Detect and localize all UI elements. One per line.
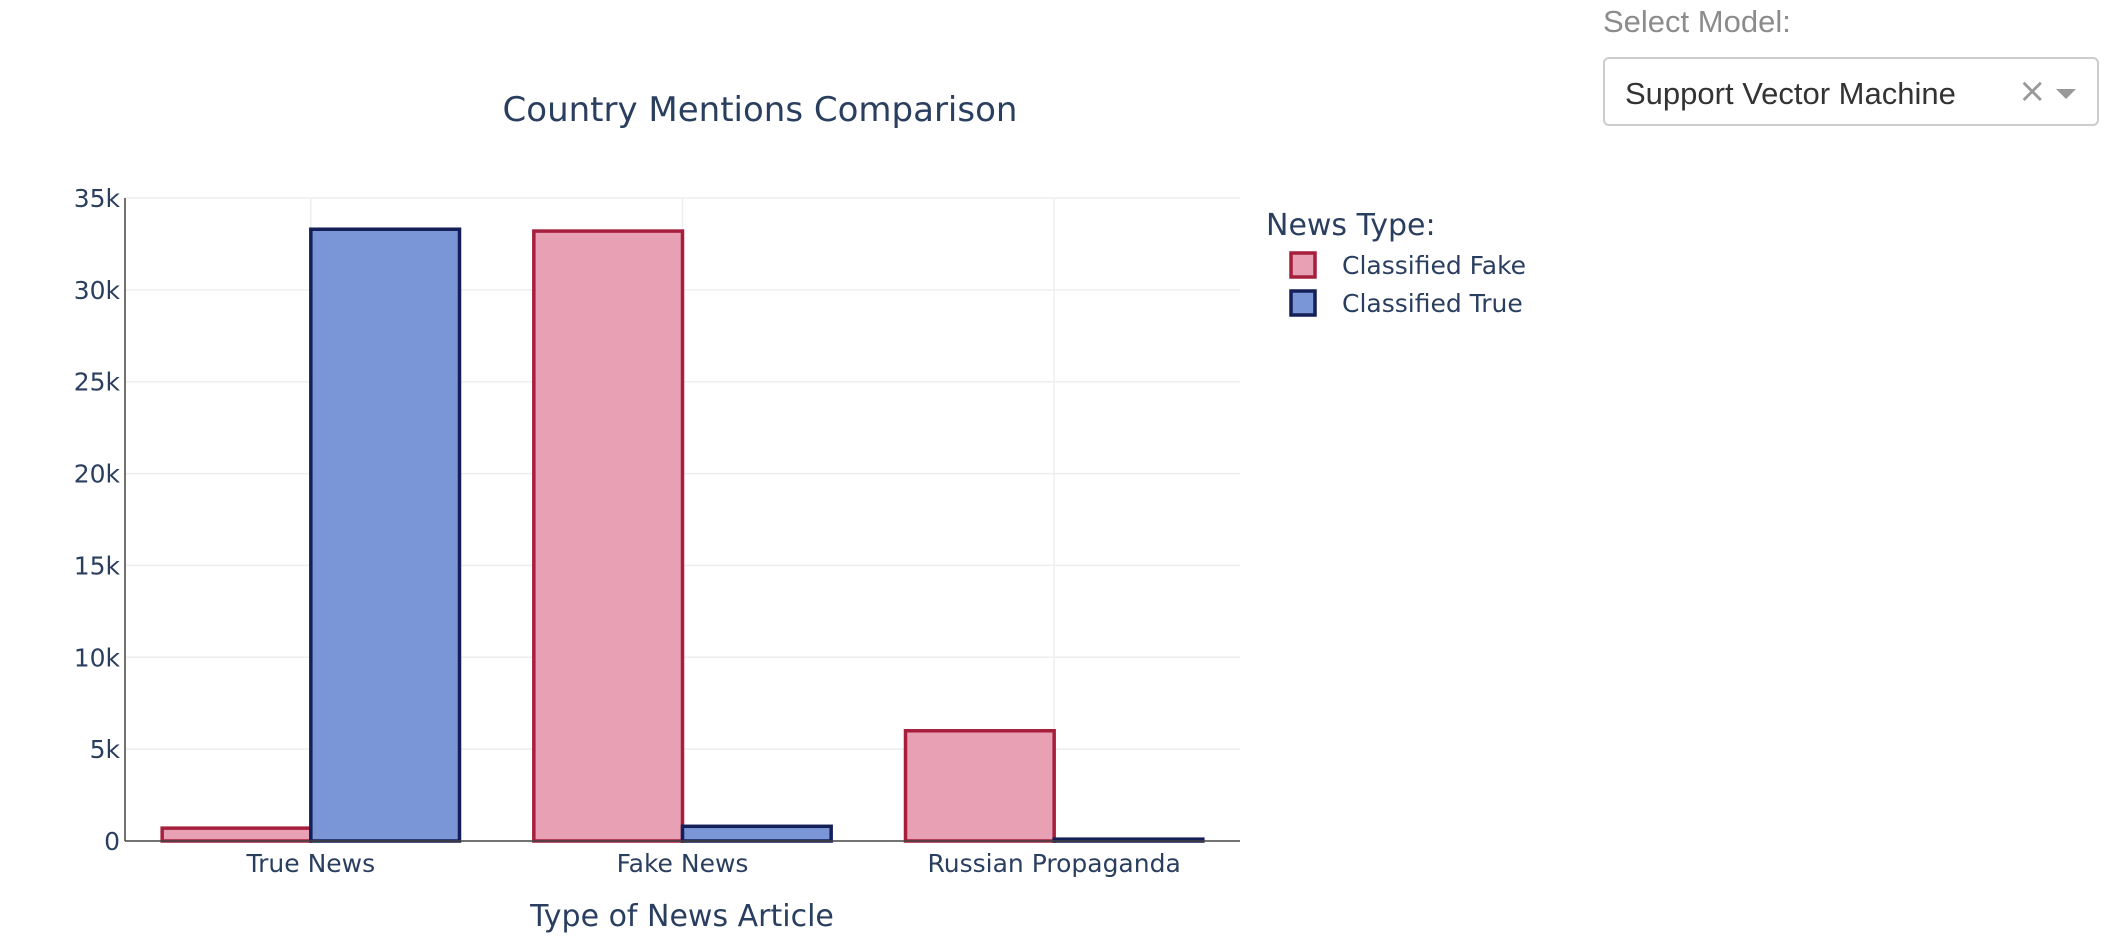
axes bbox=[124, 198, 1240, 842]
legend-label[interactable]: Classified Fake bbox=[1342, 251, 1526, 280]
model-dropdown[interactable]: Support Vector Machine × bbox=[1603, 57, 2099, 126]
y-tick-label: 0 bbox=[104, 827, 120, 856]
close-icon[interactable]: × bbox=[2018, 71, 2047, 111]
bars bbox=[160, 227, 1205, 843]
y-tick-label: 5k bbox=[90, 735, 121, 764]
legend-swatch-classified-fake[interactable] bbox=[1289, 251, 1317, 279]
y-tick-label: 25k bbox=[74, 368, 121, 397]
bar-classified-fake-0[interactable] bbox=[160, 826, 313, 843]
y-tick-label: 20k bbox=[74, 460, 121, 489]
legend-title: News Type: bbox=[1266, 208, 1436, 243]
select-model-label: Select Model: bbox=[1603, 4, 1791, 39]
x-tick-label: Fake News bbox=[617, 849, 749, 878]
model-dropdown-value: Support Vector Machine bbox=[1625, 76, 1956, 111]
y-tick-label: 10k bbox=[74, 643, 121, 672]
bar-classified-true-0[interactable] bbox=[309, 227, 462, 843]
y-tick-label: 15k bbox=[74, 551, 121, 580]
legend-items: Classified Fake Classified True bbox=[1289, 251, 1526, 318]
x-axis-title: Type of News Article bbox=[529, 899, 834, 934]
caret-down-icon[interactable] bbox=[2056, 89, 2076, 99]
bar-classified-true-1[interactable] bbox=[680, 824, 833, 843]
bar-classified-fake-2[interactable] bbox=[903, 729, 1056, 843]
legend-swatch-classified-true[interactable] bbox=[1289, 289, 1317, 317]
bar-classified-fake-1[interactable] bbox=[532, 229, 685, 843]
x-tick-label: Russian Propaganda bbox=[928, 849, 1181, 878]
bar-chart: Country Mentions Comparison 0 5k 10k 15k 20k… bbox=[74, 90, 1526, 934]
y-tick-label: 35k bbox=[74, 184, 121, 213]
x-tick-label: True News bbox=[246, 849, 376, 878]
x-tick-labels: True News Fake News Russian Propaganda bbox=[246, 849, 1181, 878]
legend: News Type: Classified Fake Classified Tru… bbox=[1266, 208, 1526, 318]
legend-label[interactable]: Classified True bbox=[1342, 289, 1523, 318]
chart-title: Country Mentions Comparison bbox=[503, 90, 1018, 130]
y-tick-label: 30k bbox=[74, 276, 121, 305]
y-tick-labels: 0 5k 10k 15k 20k 25k 30k 35k bbox=[74, 184, 121, 856]
